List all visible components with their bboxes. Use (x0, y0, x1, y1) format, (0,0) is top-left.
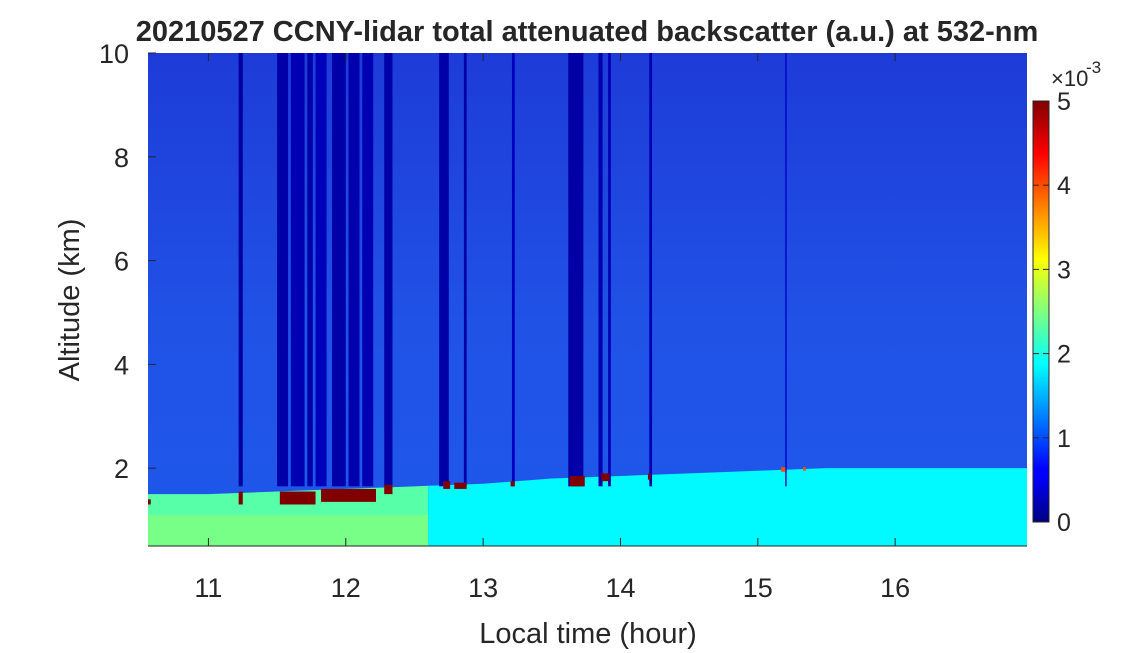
colorbar-tick-label: 5 (1057, 88, 1071, 116)
attenuated-column (277, 53, 289, 487)
x-axis-label: Local time (hour) (479, 618, 697, 650)
attenuated-column (463, 53, 467, 487)
attenuated-column (568, 53, 584, 487)
attenuated-column (439, 53, 449, 487)
x-tick-label: 12 (331, 573, 361, 603)
x-axis-ticks: 11 12 13 14 15 16 (148, 53, 1027, 603)
attenuated-column (290, 53, 305, 487)
colorbar-tick-label: 0 (1057, 509, 1071, 537)
colorbar-tick-label: 3 (1057, 256, 1071, 284)
y-tick-label: 10 (99, 39, 129, 69)
cloud-patch (238, 491, 243, 505)
y-tick-label: 4 (114, 350, 129, 380)
cloud-patch (321, 488, 376, 502)
cloud-patch (569, 475, 585, 487)
colorbar-multiplier: ×10 -3 (1051, 58, 1101, 91)
attenuated-column (649, 53, 653, 487)
cloud-patch (454, 482, 467, 489)
x-tick-label: 11 (194, 573, 222, 603)
x-tick-label: 16 (880, 573, 910, 603)
heatmap-plot-area (148, 53, 1027, 546)
cloud-patch (601, 473, 610, 482)
aerosol-layer-enhanced (148, 514, 429, 546)
y-tick-label: 8 (114, 143, 129, 173)
chart-title: 20210527 CCNY-lidar total attenuated bac… (136, 16, 1039, 48)
cloud-patch (443, 481, 451, 489)
cloud-patch (510, 481, 515, 487)
x-tick-label: 14 (605, 573, 635, 603)
attenuated-column (785, 53, 787, 487)
attenuated-column (511, 53, 515, 487)
y-tick-label: 2 (114, 454, 129, 484)
colorbar-tick-label: 4 (1057, 172, 1071, 200)
attenuated-column (608, 53, 611, 487)
attenuated-column (384, 53, 393, 487)
colorbar-ticks: 0 1 2 3 4 5 (1033, 88, 1071, 537)
cloud-patch (148, 499, 151, 505)
colorbar-tick-label: 1 (1057, 425, 1071, 453)
cloud-patch (781, 467, 786, 472)
attenuated-column (315, 53, 327, 487)
attenuated-column (348, 53, 360, 487)
x-tick-label: 13 (468, 573, 498, 603)
x-tick-label: 15 (743, 573, 773, 603)
attenuated-column (332, 53, 346, 487)
attenuated-column (238, 53, 243, 487)
y-axis-label: Altitude (km) (54, 219, 86, 382)
boundary-layer-late (428, 468, 1027, 546)
y-tick-label: 6 (114, 247, 129, 277)
colorbar-multiplier-base: ×10 (1051, 66, 1088, 91)
attenuated-column (598, 53, 603, 487)
attenuated-column (307, 53, 313, 487)
attenuated-column (362, 53, 374, 487)
cloud-patch (647, 473, 651, 480)
colorbar (1032, 100, 1050, 523)
cloud-patch (279, 491, 316, 505)
y-axis-ticks: 2 4 6 8 10 (99, 39, 156, 484)
cloud-patch (803, 467, 806, 471)
colorbar-tick-label: 2 (1057, 341, 1071, 369)
colorbar-multiplier-exponent: -3 (1086, 58, 1101, 77)
cloud-patch (384, 484, 393, 495)
